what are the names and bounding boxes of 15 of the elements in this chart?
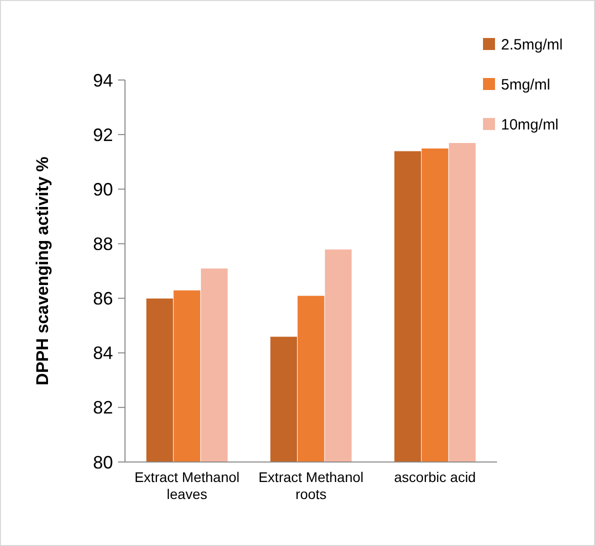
- legend-label: 2.5mg/ml: [501, 36, 563, 54]
- y-tick-label: 90: [92, 179, 113, 200]
- legend-label: 5mg/ml: [501, 76, 550, 94]
- x-tick-label: Extract Methanol roots: [258, 469, 364, 502]
- y-tick-label: 82: [92, 398, 113, 418]
- y-tick-label: 80: [92, 452, 113, 472]
- x-tick-label: ascorbic acid: [394, 469, 476, 485]
- y-tick-label: 86: [92, 288, 113, 309]
- y-tick-label: 94: [92, 70, 113, 90]
- y-tick-label: 92: [92, 124, 113, 145]
- y-axis-title: DPPH scavenging activity %: [33, 156, 52, 386]
- legend-label: 10mg/ml: [501, 116, 559, 134]
- y-tick-label: 88: [92, 234, 113, 254]
- y-tick-label: 84: [92, 343, 113, 364]
- x-tick-label: Extract Methanol leaves: [134, 469, 240, 502]
